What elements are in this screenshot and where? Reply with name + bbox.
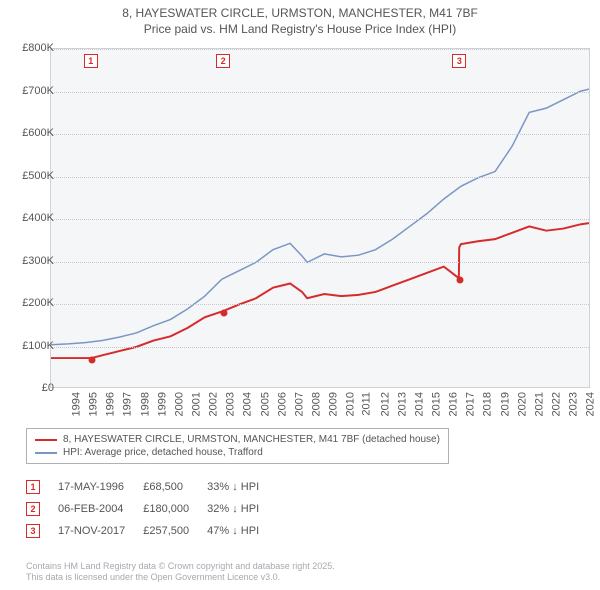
series-hpi <box>51 89 589 345</box>
x-axis-label: 2016 <box>448 392 460 416</box>
y-axis-label: £700K <box>22 85 54 97</box>
title-line-1: 8, HAYESWATER CIRCLE, URMSTON, MANCHESTE… <box>0 6 600 22</box>
x-axis-label: 2017 <box>465 392 477 416</box>
y-axis-label: £500K <box>22 170 54 182</box>
x-axis-label: 2015 <box>430 392 442 416</box>
legend-swatch <box>35 439 57 441</box>
transaction-row: 1 17-MAY-1996£68,50033% ↓ HPI <box>26 476 277 498</box>
chart-svg <box>51 49 589 387</box>
x-axis-label: 2021 <box>533 392 545 416</box>
title-line-2: Price paid vs. HM Land Registry's House … <box>0 22 600 38</box>
legend-label: HPI: Average price, detached house, Traf… <box>63 447 263 458</box>
transaction-delta: 32% ↓ HPI <box>207 498 277 520</box>
x-axis-label: 1999 <box>156 392 168 416</box>
marker-dot-2 <box>221 309 228 316</box>
x-axis-label: 2012 <box>379 392 391 416</box>
y-axis-label: £800K <box>22 42 54 54</box>
series-price_paid <box>51 223 589 358</box>
attribution-line-2: This data is licensed under the Open Gov… <box>26 572 335 584</box>
marker-box-3: 3 <box>452 54 466 68</box>
x-axis-label: 2007 <box>293 392 305 416</box>
transaction-marker: 3 <box>26 524 40 538</box>
x-axis-label: 2010 <box>345 392 357 416</box>
x-axis-label: 2013 <box>396 392 408 416</box>
legend: 8, HAYESWATER CIRCLE, URMSTON, MANCHESTE… <box>26 428 449 464</box>
gridline <box>51 304 589 305</box>
x-axis-label: 1996 <box>105 392 117 416</box>
transactions-table: 1 17-MAY-1996£68,50033% ↓ HPI 2 06-FEB-2004… <box>26 476 277 542</box>
x-axis-label: 2008 <box>310 392 322 416</box>
marker-dot-3 <box>457 276 464 283</box>
x-axis-label: 2002 <box>208 392 220 416</box>
y-axis-label: £400K <box>22 212 54 224</box>
x-axis-label: 2018 <box>482 392 494 416</box>
transaction-price: £68,500 <box>143 476 207 498</box>
legend-swatch <box>35 452 57 454</box>
chart-title: 8, HAYESWATER CIRCLE, URMSTON, MANCHESTE… <box>0 0 600 37</box>
x-axis-label: 2000 <box>173 392 185 416</box>
transaction-price: £180,000 <box>143 498 207 520</box>
y-axis-label: £600K <box>22 127 54 139</box>
y-axis-label: £100K <box>22 340 54 352</box>
x-axis-label: 1998 <box>139 392 151 416</box>
x-axis-label: 1994 <box>70 392 82 416</box>
transaction-price: £257,500 <box>143 520 207 542</box>
x-axis-label: 2004 <box>242 392 254 416</box>
gridline <box>51 347 589 348</box>
x-axis-label: 2009 <box>328 392 340 416</box>
plot-area <box>50 48 590 388</box>
x-axis-label: 2020 <box>516 392 528 416</box>
transaction-row: 2 06-FEB-2004£180,00032% ↓ HPI <box>26 498 277 520</box>
legend-item: HPI: Average price, detached house, Traf… <box>35 446 440 459</box>
attribution-line-1: Contains HM Land Registry data © Crown c… <box>26 561 335 573</box>
x-axis-label: 1997 <box>122 392 134 416</box>
transaction-date: 17-NOV-2017 <box>58 520 143 542</box>
transaction-delta: 33% ↓ HPI <box>207 476 277 498</box>
gridline <box>51 92 589 93</box>
legend-label: 8, HAYESWATER CIRCLE, URMSTON, MANCHESTE… <box>63 434 440 445</box>
transaction-date: 06-FEB-2004 <box>58 498 143 520</box>
x-axis-label: 2023 <box>568 392 580 416</box>
y-axis-label: £0 <box>42 382 54 394</box>
chart-container: 8, HAYESWATER CIRCLE, URMSTON, MANCHESTE… <box>0 0 600 590</box>
transaction-marker: 2 <box>26 502 40 516</box>
x-axis-label: 1995 <box>88 392 100 416</box>
transaction-delta: 47% ↓ HPI <box>207 520 277 542</box>
marker-dot-1 <box>88 356 95 363</box>
legend-item: 8, HAYESWATER CIRCLE, URMSTON, MANCHESTE… <box>35 433 440 446</box>
x-axis-label: 2019 <box>499 392 511 416</box>
gridline <box>51 262 589 263</box>
x-axis-label: 2006 <box>276 392 288 416</box>
transaction-marker: 1 <box>26 480 40 494</box>
x-axis-label: 2011 <box>361 392 373 416</box>
gridline <box>51 49 589 50</box>
x-axis-label: 2022 <box>550 392 562 416</box>
y-axis-label: £200K <box>22 297 54 309</box>
gridline <box>51 134 589 135</box>
gridline <box>51 177 589 178</box>
x-axis-label: 2003 <box>225 392 237 416</box>
transaction-row: 3 17-NOV-2017£257,50047% ↓ HPI <box>26 520 277 542</box>
x-axis-label: 2001 <box>190 392 202 416</box>
x-axis-label: 2014 <box>413 392 425 416</box>
gridline <box>51 219 589 220</box>
y-axis-label: £300K <box>22 255 54 267</box>
x-axis-label: 2024 <box>585 392 597 416</box>
transaction-date: 17-MAY-1996 <box>58 476 143 498</box>
attribution: Contains HM Land Registry data © Crown c… <box>26 561 335 584</box>
marker-box-1: 1 <box>84 54 98 68</box>
x-axis-label: 2005 <box>259 392 271 416</box>
marker-box-2: 2 <box>216 54 230 68</box>
